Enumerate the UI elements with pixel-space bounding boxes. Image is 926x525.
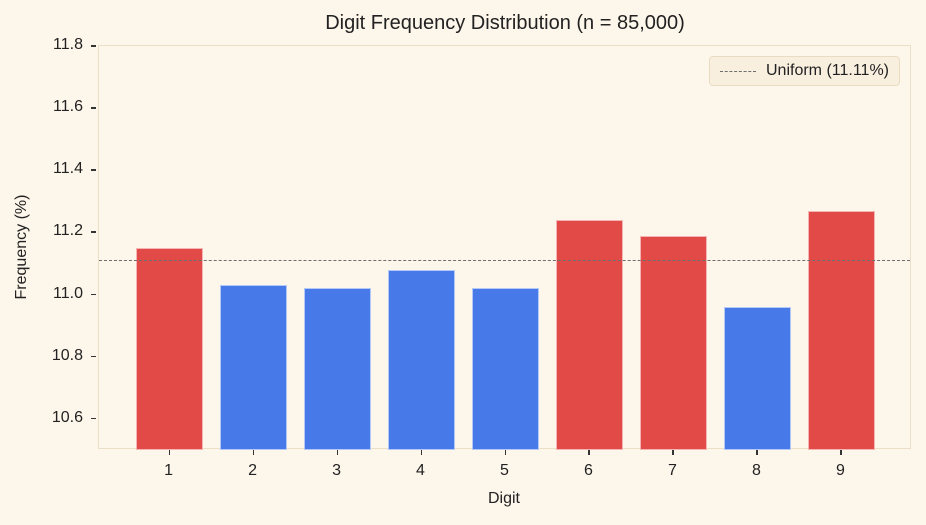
x-tick-label: 1 xyxy=(164,462,173,479)
x-tick-mark xyxy=(420,450,422,455)
x-tick-label: 4 xyxy=(416,462,425,479)
y-tick-mark xyxy=(91,45,96,47)
bar-digit-7 xyxy=(639,235,708,450)
x-tick-mark xyxy=(168,450,171,455)
x-tick-mark xyxy=(504,450,506,455)
x-axis-label: Digit xyxy=(487,490,521,507)
x-tick-label: 2 xyxy=(248,462,257,479)
y-tick-label: 11.0 xyxy=(53,284,83,302)
dashed-line-swatch-icon xyxy=(720,70,756,72)
x-tick-label: 9 xyxy=(835,462,845,479)
bar-digit-4 xyxy=(387,269,456,450)
bar-digit-9 xyxy=(807,210,876,450)
y-tick-label: 11.6 xyxy=(53,98,83,116)
y-tick-mark xyxy=(91,355,96,358)
x-tick-label: 7 xyxy=(668,462,677,479)
y-tick-label: 10.6 xyxy=(51,408,83,426)
x-tick-label: 6 xyxy=(584,462,593,479)
x-tick-mark xyxy=(588,450,590,455)
x-tick-mark xyxy=(672,450,674,455)
x-tick-label: 5 xyxy=(500,462,509,479)
y-tick-label: 11.4 xyxy=(53,160,83,178)
legend-label: Uniform (11.11%) xyxy=(766,62,889,79)
y-tick-mark xyxy=(91,231,96,233)
chart-title: Digit Frequency Distribution (n = 85,000… xyxy=(325,12,685,34)
x-tick-label: 8 xyxy=(752,462,761,479)
x-tick-mark xyxy=(336,450,339,455)
x-tick-mark xyxy=(840,450,842,455)
y-tick-mark xyxy=(91,417,96,420)
bar-digit-6 xyxy=(555,220,624,450)
x-tick-mark xyxy=(252,450,255,455)
bar-digit-5 xyxy=(471,288,540,450)
y-tick-mark xyxy=(91,169,96,171)
y-tick-mark xyxy=(91,293,96,296)
plot-area: Uniform (11.11%) xyxy=(98,45,911,450)
bar-digit-2 xyxy=(219,285,288,450)
x-tick-mark xyxy=(756,450,758,455)
y-tick-mark xyxy=(91,107,96,109)
bar-digit-8 xyxy=(723,307,792,450)
y-tick-label: 11.8 xyxy=(53,36,83,53)
y-tick-label: 10.8 xyxy=(51,346,83,364)
legend: Uniform (11.11%) xyxy=(709,56,900,86)
x-tick-label: 3 xyxy=(332,462,341,479)
uniform-reference-line xyxy=(99,260,910,262)
bar-digit-1 xyxy=(135,248,204,450)
y-tick-label: 11.2 xyxy=(53,222,83,240)
bar-digit-3 xyxy=(303,288,372,450)
